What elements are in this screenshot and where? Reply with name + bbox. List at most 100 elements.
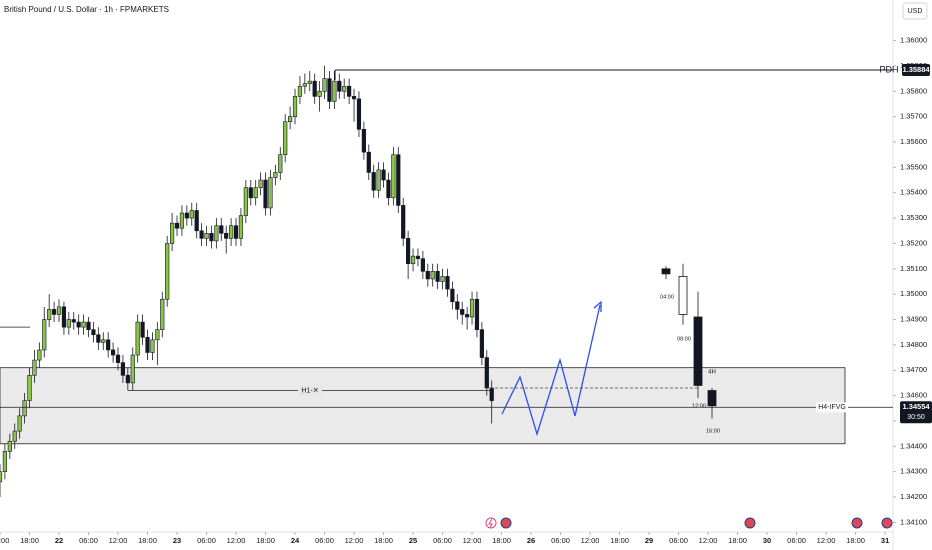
x-tick-label: 18:00 xyxy=(846,536,865,545)
candle-body xyxy=(406,238,411,265)
x-tick-label: 31 xyxy=(881,536,889,545)
candle-body xyxy=(489,387,494,401)
candle-body xyxy=(342,85,347,92)
candle-body xyxy=(47,309,52,320)
y-tick-label: 1.34700 xyxy=(900,365,927,374)
candle-body xyxy=(96,334,101,343)
y-tick-label: 1.34100 xyxy=(900,517,927,526)
y-tick-label: 1.35700 xyxy=(900,112,927,121)
candle-body xyxy=(204,233,209,239)
event-icon[interactable] xyxy=(485,517,497,529)
candle-body xyxy=(140,321,145,338)
y-tick-label: 1.34200 xyxy=(900,492,927,501)
y-tick-label: 1.34400 xyxy=(900,441,927,450)
x-tick-label: 22 xyxy=(55,536,63,545)
candle-body xyxy=(484,357,489,389)
candle-body xyxy=(474,298,480,330)
candle-body xyxy=(415,255,421,259)
candle-body xyxy=(243,187,248,216)
x-tick-label: 25 xyxy=(409,536,417,545)
candle-body xyxy=(440,276,445,282)
candle-body xyxy=(27,375,32,401)
x-tick-label: 12:00 xyxy=(463,536,482,545)
y-tick-label: 1.35000 xyxy=(900,289,927,298)
chart-title: British Pound / U.S. Dollar · 1h · FPMAR… xyxy=(4,5,169,14)
candle-body xyxy=(42,319,47,351)
candle-body xyxy=(199,230,204,239)
ifvg-label: H4-IFVG xyxy=(818,404,846,411)
candle-body xyxy=(174,222,180,229)
candle-body xyxy=(7,440,12,452)
candle-body xyxy=(150,339,155,353)
x-tick-label: 29 xyxy=(645,536,653,545)
x-tick-label: 06:00 xyxy=(551,536,570,545)
x-tick-label: 06:00 xyxy=(669,536,688,545)
candle-body xyxy=(351,96,357,100)
candle-body xyxy=(420,258,425,272)
zone xyxy=(0,367,846,445)
overlay-body xyxy=(693,316,703,386)
candle-body xyxy=(307,80,312,84)
candle-body xyxy=(322,78,327,92)
candle-body xyxy=(61,306,67,328)
candle-body xyxy=(135,321,140,356)
y-tick-label: 1.35200 xyxy=(900,238,927,247)
candle-body xyxy=(22,400,27,417)
candle-body xyxy=(37,349,42,361)
overlay-label: 4H xyxy=(708,370,716,376)
x-tick-label: 12:00 xyxy=(0,536,9,545)
candle-body xyxy=(450,288,455,303)
candle-body xyxy=(356,98,362,130)
candle-body xyxy=(17,415,22,432)
candle-body xyxy=(396,154,401,206)
candle-body xyxy=(0,471,3,483)
candle-body xyxy=(238,215,244,239)
x-tick-label: 12:00 xyxy=(345,536,364,545)
candle-body xyxy=(165,243,170,300)
x-tick-label: 12:00 xyxy=(581,536,600,545)
x-tick-label: 18:00 xyxy=(138,536,157,545)
y-tick-label: 1.36000 xyxy=(900,36,927,45)
y-tick-label: 1.35300 xyxy=(900,213,927,222)
candle-body xyxy=(56,306,62,315)
projection-arrow xyxy=(593,300,602,312)
event-icon[interactable] xyxy=(500,517,512,529)
candle-body xyxy=(465,314,470,318)
candle-body xyxy=(391,154,396,199)
candle-body xyxy=(155,329,160,341)
candle-body xyxy=(106,339,111,351)
candle-body xyxy=(430,271,435,280)
candle-body xyxy=(288,116,293,123)
candle-body xyxy=(130,354,135,384)
candle-body xyxy=(51,309,57,315)
candle-body xyxy=(376,169,381,191)
event-icon[interactable] xyxy=(744,517,756,529)
currency-button[interactable] xyxy=(902,2,928,20)
candle-body xyxy=(12,430,17,442)
event-icon[interactable] xyxy=(851,517,863,529)
candle-body xyxy=(125,375,130,384)
event-icon[interactable] xyxy=(881,517,893,529)
candle-body xyxy=(189,210,194,219)
currency: USD xyxy=(908,8,923,15)
y-tick-label: 1.35800 xyxy=(900,86,927,95)
candle-body xyxy=(2,451,8,472)
candle-body xyxy=(292,96,298,117)
candle-body xyxy=(278,154,283,173)
x-tick-label: 18:00 xyxy=(610,536,629,545)
x-tick-label: 06:00 xyxy=(79,536,98,545)
candle-body xyxy=(120,362,126,376)
candle-body xyxy=(479,329,484,358)
candle-body xyxy=(317,90,322,97)
candle-body xyxy=(32,359,37,376)
x-tick-label: 12:00 xyxy=(817,536,836,545)
x-tick-label: 06:00 xyxy=(433,536,452,545)
y-tick-label: 1.35600 xyxy=(900,137,927,146)
candle-body xyxy=(233,225,239,239)
candle-body xyxy=(283,121,288,155)
candle-body xyxy=(337,80,342,92)
candle-body xyxy=(145,336,150,353)
candle-body xyxy=(101,339,106,343)
